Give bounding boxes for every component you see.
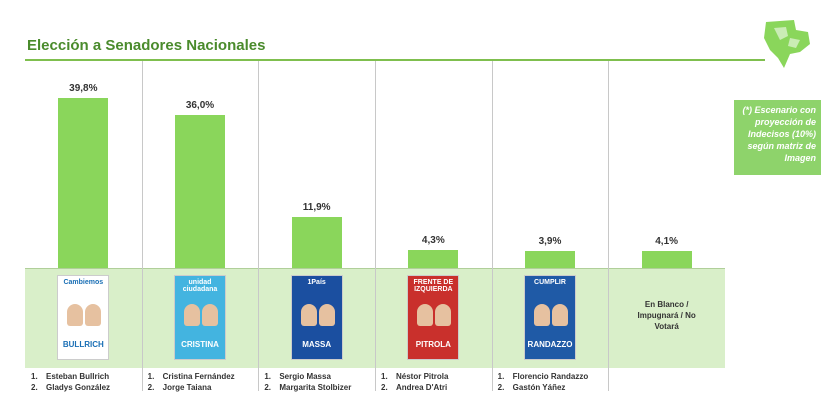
column-separator <box>141 61 143 391</box>
candidate-number: 2. <box>497 383 505 392</box>
candidate-row: 2. Gladys González <box>31 382 110 393</box>
candidate-row: 1. Sergio Massa <box>264 371 351 382</box>
province-map-icon <box>764 20 810 68</box>
candidate-name: Andrea D'Atri <box>396 383 448 392</box>
candidate-list: 1. Esteban Bullrich 2. Gladys González <box>31 371 110 393</box>
candidate-number: 2. <box>31 383 38 392</box>
candidate-photo <box>184 304 200 326</box>
column-separator <box>491 61 493 391</box>
bar-4 <box>525 251 575 268</box>
candidate-name: Gladys González <box>46 383 111 392</box>
candidate-photo <box>417 304 434 326</box>
candidate-name: Gastón Yáñez <box>512 383 566 392</box>
candidate-list: 1. Sergio Massa 2. Margarita Stolbizer <box>264 371 351 393</box>
candidate-row: 2. Jorge Taiana <box>148 382 235 393</box>
bar-1 <box>175 114 225 268</box>
candidate-number: 1. <box>497 372 505 381</box>
ballot-candidate-name: CRISTINA <box>181 340 219 349</box>
bar-5 <box>641 250 692 268</box>
ballot-candidate-name: PITROLA <box>415 340 451 349</box>
bar-value-label: 3,9% <box>538 236 562 248</box>
party-ballot-image: unidad ciudadana CRISTINA <box>174 275 226 360</box>
column-separator <box>608 61 610 391</box>
candidate-name: Néstor Pitrola <box>396 372 449 381</box>
candidate-photo <box>67 304 84 326</box>
bar-3 <box>408 249 459 268</box>
bar-2 <box>291 217 342 268</box>
candidate-photo <box>85 304 102 326</box>
candidate-name: Jorge Taiana <box>162 383 212 392</box>
candidate-number: 2. <box>381 383 388 392</box>
ballot-party-name: unidad ciudadana <box>182 279 218 293</box>
ballot-party-name: Cambiemos <box>63 279 104 286</box>
candidate-number: 2. <box>147 383 155 392</box>
candidate-list: 1. Néstor Pitrola 2. Andrea D'Atri <box>381 371 448 393</box>
bar-value-label: 36,0% <box>185 99 215 111</box>
ballot-candidate-name: BULLRICH <box>62 340 104 349</box>
title-rule <box>25 59 765 61</box>
candidate-number: 1. <box>31 372 38 381</box>
ballot-party-name: FRENTE DE IZQUIERDA <box>413 279 454 293</box>
candidate-row: 1. Néstor Pitrola <box>381 371 448 382</box>
candidate-photo <box>300 304 317 326</box>
candidate-photo <box>552 304 568 326</box>
candidate-number: 1. <box>147 372 155 381</box>
column-separator <box>258 61 260 391</box>
ballot-candidate-name: MASSA <box>302 340 332 349</box>
candidate-photo <box>435 304 452 326</box>
bar-value-label: 39,8% <box>69 83 98 95</box>
column-separator <box>375 61 376 391</box>
party-ballot-image: FRENTE DE IZQUIERDA PITROLA <box>407 275 460 360</box>
candidate-list: 1. Cristina Fernández 2. Jorge Taiana <box>148 371 235 393</box>
chart-title: Elección a Senadores Nacionales <box>27 37 266 54</box>
candidate-row: 1. Esteban Bullrich <box>31 371 110 382</box>
ballot-party-name: CUMPLIR <box>534 279 566 286</box>
candidate-name: Florencio Randazzo <box>512 372 589 381</box>
candidate-name: Cristina Fernández <box>162 372 235 381</box>
party-ballot-image: CUMPLIR RANDAZZO <box>524 275 576 360</box>
candidate-row: 2. Andrea D'Atri <box>381 382 448 393</box>
candidate-name: Sergio Massa <box>279 372 331 381</box>
candidate-name: Margarita Stolbizer <box>279 383 352 392</box>
ballot-candidate-name: RANDAZZO <box>527 340 573 349</box>
bar-0 <box>58 98 109 268</box>
scenario-note: (*) Escenario con proyección de Indeciso… <box>734 100 821 175</box>
ballot-party-name: 1País <box>307 279 326 286</box>
chart-area: 39,8% Cambiemos BULLRICH 1. Esteban Bullrich… <box>25 61 725 393</box>
candidate-name: Esteban Bullrich <box>46 372 110 381</box>
candidate-row: 2. Gastón Yáñez <box>498 382 589 393</box>
party-ballot-image: Cambiemos BULLRICH <box>57 275 110 360</box>
candidate-row: 1. Cristina Fernández <box>148 371 235 382</box>
party-ballot-image: 1País MASSA <box>290 275 343 360</box>
candidate-photo <box>202 304 218 326</box>
blank-vote-label: En Blanco / Impugnará / No Votará <box>637 300 696 331</box>
candidate-number: 2. <box>264 383 271 392</box>
candidate-number: 1. <box>264 372 271 381</box>
bar-value-label: 4,3% <box>421 234 445 246</box>
candidate-number: 1. <box>381 372 388 381</box>
candidate-photo <box>534 304 550 326</box>
candidate-list: 1. Florencio Randazzo 2. Gastón Yáñez <box>498 371 589 393</box>
bar-value-label: 11,9% <box>302 202 331 214</box>
candidate-row: 2. Margarita Stolbizer <box>264 382 351 393</box>
candidate-photo <box>318 304 335 326</box>
candidate-row: 1. Florencio Randazzo <box>498 371 589 382</box>
bar-value-label: 4,1% <box>655 235 679 247</box>
